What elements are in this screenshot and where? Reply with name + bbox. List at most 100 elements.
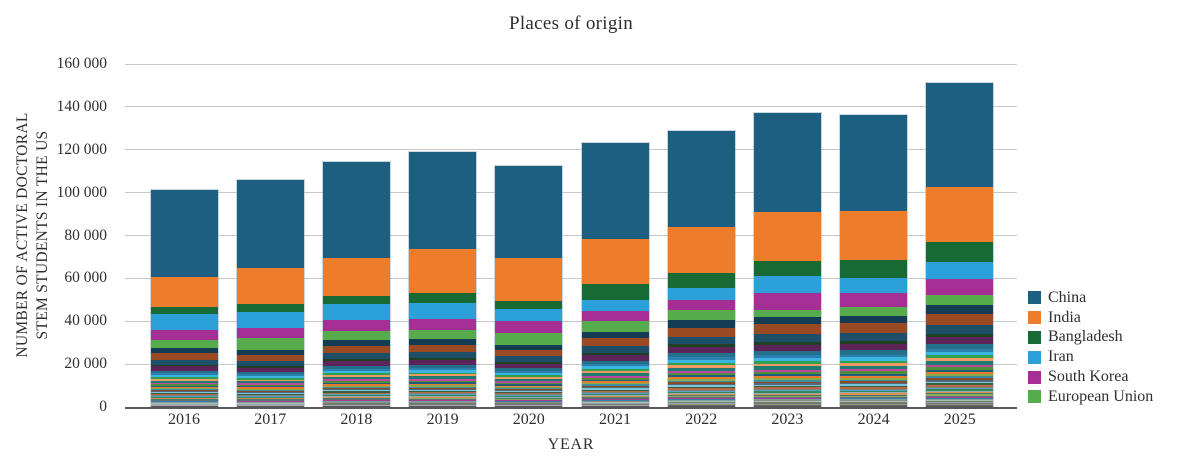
segment-other [495,391,563,393]
legend-item-china: China [1028,288,1153,308]
segment-other [667,402,735,404]
segment-china [150,189,218,278]
segment-other [581,403,649,405]
segment-china [581,142,649,239]
segment-other [667,357,735,360]
segment-other [322,400,390,401]
segment-other [667,375,735,378]
segment-other [753,404,821,405]
segment-india [581,238,649,285]
segment-other [581,395,649,397]
segment-other [322,394,390,396]
segment-other [753,363,821,367]
segment-european-union [150,339,218,349]
segment-china [322,161,390,258]
segment-other [409,392,477,394]
segment-other [753,358,821,362]
segment-india [495,257,563,302]
segment-other [667,391,735,394]
segment-other [667,359,735,363]
segment-other [581,393,649,395]
segment-other [667,388,735,390]
segment-other [495,399,563,400]
segment-other [667,398,735,400]
segment-other [236,401,304,403]
segment-other [409,397,477,399]
segment-other [581,338,649,347]
segment-other [236,383,304,385]
segment-other [236,393,304,395]
segment-india [840,210,908,261]
segment-other [495,373,563,376]
gridline [125,235,1017,236]
segment-other [236,381,304,384]
segment-other [667,365,735,368]
segment-other [753,404,821,406]
segment-other [236,367,304,372]
segment-iran [753,276,821,293]
segment-other [495,402,563,404]
segment-other [322,385,390,387]
segment-other [667,363,735,366]
legend-label-south-korea: South Korea [1048,368,1129,386]
segment-other [753,392,821,394]
segment-other [840,387,908,389]
segment-other [150,359,218,365]
segment-bangladesh [409,293,477,303]
segment-other [495,381,563,383]
segment-other [840,379,908,382]
segment-other [926,374,994,377]
segment-other [495,361,563,364]
segment-china [753,112,821,213]
segment-other [667,385,735,387]
segment-other [840,384,908,386]
segment-other [150,400,218,402]
segment-other [150,375,218,378]
segment-other [322,390,390,392]
segment-south-korea [840,293,908,307]
segment-other [495,349,563,357]
segment-other [581,375,649,378]
bar-2021 [580,141,650,407]
segment-other [840,360,908,364]
segment-other [322,373,390,375]
segment-other [667,405,735,407]
segment-other [322,376,390,380]
segment-other [581,381,649,383]
segment-other [495,400,563,402]
segment-other [753,395,821,397]
segment-other [409,394,477,396]
segment-other [926,333,994,337]
segment-other [236,394,304,396]
segment-other [926,351,994,356]
segment-european-union [667,310,735,321]
segment-other [150,392,218,394]
segment-other [926,399,994,401]
segment-other [926,388,994,390]
segment-other [926,385,994,387]
segment-european-union [322,331,390,341]
segment-other [926,313,994,325]
segment-other [236,403,304,404]
segment-other [495,404,563,405]
segment-other [926,378,994,381]
segment-other [236,391,304,393]
segment-other [840,381,908,383]
segment-other [753,369,821,372]
segment-other [409,386,477,388]
segment-other [667,404,735,405]
segment-other [409,399,477,401]
segment-other [926,389,994,391]
segment-other [236,388,304,390]
segment-other [409,378,477,381]
segment-other [236,399,304,400]
segment-other [926,395,994,397]
segment-other [409,403,477,405]
y-tick-label: 20 000 [64,355,107,373]
segment-other [667,393,735,395]
segment-other [581,379,649,382]
segment-iran [409,302,477,320]
segment-other [581,405,649,406]
x-tick-label-2023: 2023 [771,411,804,428]
segment-other [150,370,218,374]
